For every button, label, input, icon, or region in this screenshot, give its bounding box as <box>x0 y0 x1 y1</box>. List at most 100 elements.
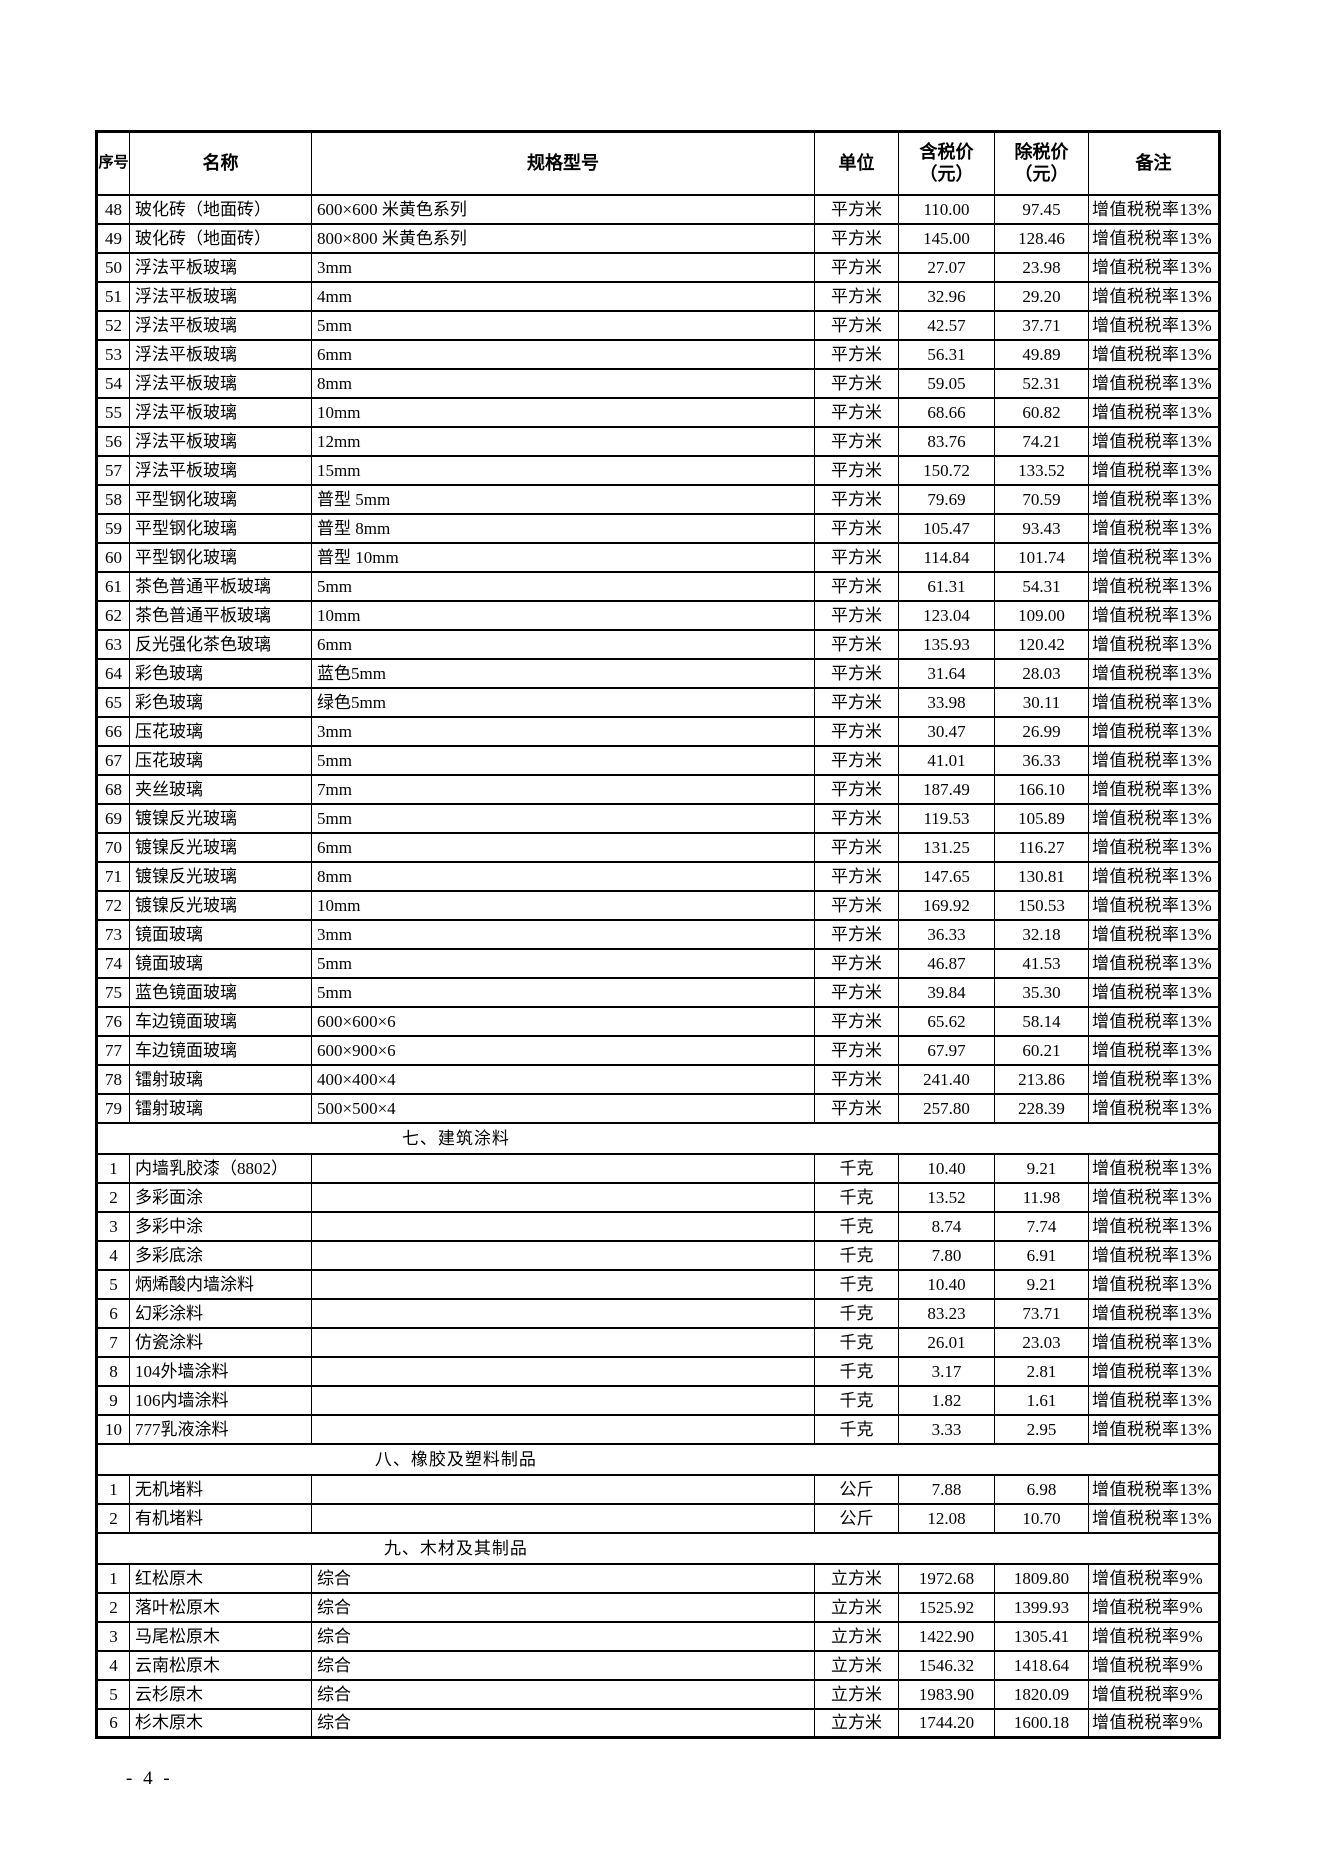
price-without-tax-cell: 70.59 <box>994 483 1089 515</box>
unit-cell: 平方米 <box>814 1005 899 1037</box>
price-with-tax-cell: 1546.32 <box>898 1649 995 1681</box>
unit-cell: 公斤 <box>814 1502 899 1534</box>
item-name-cell: 彩色玻璃 <box>129 657 312 689</box>
price-without-tax-cell: 60.21 <box>994 1034 1089 1066</box>
price-without-tax-cell: 7.74 <box>994 1210 1089 1242</box>
price-with-tax-cell: 10.40 <box>898 1152 995 1184</box>
price-with-tax-cell: 30.47 <box>898 715 995 747</box>
price-without-tax-cell: 58.14 <box>994 1005 1089 1037</box>
price-with-tax-cell: 123.04 <box>898 599 995 631</box>
table-row: 70 镀镍反光玻璃 6mm 平方米 131.25 116.27 增值税税率13% <box>96 831 1220 863</box>
unit-cell: 立方米 <box>814 1678 899 1710</box>
price-with-tax-cell: 1983.90 <box>898 1678 995 1710</box>
unit-cell: 千克 <box>814 1355 899 1387</box>
item-spec-cell: 800×800 米黄色系列 <box>311 222 815 254</box>
price-without-tax-cell: 11.98 <box>994 1181 1089 1213</box>
table-row: 64 彩色玻璃 蓝色5mm 平方米 31.64 28.03 增值税税率13% <box>96 657 1220 689</box>
remark-cell: 增值税税率13% <box>1088 976 1220 1008</box>
remark-cell: 增值税税率9% <box>1088 1707 1220 1739</box>
item-spec-cell: 10mm <box>311 889 815 921</box>
unit-cell: 平方米 <box>814 715 899 747</box>
remark-cell: 增值税税率13% <box>1088 1239 1220 1271</box>
item-name-cell: 云杉原木 <box>129 1678 312 1710</box>
unit-cell: 平方米 <box>814 338 899 370</box>
remark-cell: 增值税税率13% <box>1088 860 1220 892</box>
item-spec-cell <box>311 1239 815 1271</box>
unit-cell: 平方米 <box>814 773 899 805</box>
item-spec-cell <box>311 1502 815 1534</box>
price-with-tax-cell: 39.84 <box>898 976 995 1008</box>
unit-cell: 平方米 <box>814 947 899 979</box>
price-without-tax-cell: 32.18 <box>994 918 1089 950</box>
row-index-cell: 1 <box>96 1152 130 1184</box>
section-title: 七、建筑涂料 <box>96 1121 1220 1155</box>
item-spec-cell: 6mm <box>311 831 815 863</box>
item-name-cell: 压花玻璃 <box>129 715 312 747</box>
price-table-body: 48 玻化砖（地面砖） 600×600 米黄色系列 平方米 110.00 97.45 增值税… <box>96 193 1220 1739</box>
price-with-tax-cell: 13.52 <box>898 1181 995 1213</box>
item-name-cell: 玻化砖（地面砖） <box>129 193 312 225</box>
row-index-cell: 52 <box>96 309 130 341</box>
item-name-cell: 茶色普通平板玻璃 <box>129 570 312 602</box>
item-name-cell: 夹丝玻璃 <box>129 773 312 805</box>
row-index-cell: 74 <box>96 947 130 979</box>
remark-cell: 增值税税率13% <box>1088 425 1220 457</box>
price-without-tax-cell: 26.99 <box>994 715 1089 747</box>
remark-cell: 增值税税率13% <box>1088 1297 1220 1329</box>
row-index-cell: 76 <box>96 1005 130 1037</box>
unit-cell: 平方米 <box>814 396 899 428</box>
price-with-tax-cell: 135.93 <box>898 628 995 660</box>
price-without-tax-cell: 30.11 <box>994 686 1089 718</box>
section-title: 九、木材及其制品 <box>96 1531 1220 1565</box>
price-without-tax-cell: 109.00 <box>994 599 1089 631</box>
remark-cell: 增值税税率13% <box>1088 570 1220 602</box>
unit-cell: 平方米 <box>814 280 899 312</box>
price-without-tax-cell: 73.71 <box>994 1297 1089 1329</box>
remark-cell: 增值税税率13% <box>1088 454 1220 486</box>
table-row: 77 车边镜面玻璃 600×900×6 平方米 67.97 60.21 增值税税率13% <box>96 1034 1220 1066</box>
price-without-tax-cell: 130.81 <box>994 860 1089 892</box>
unit-cell: 平方米 <box>814 918 899 950</box>
price-with-tax-cell: 3.17 <box>898 1355 995 1387</box>
price-with-tax-cell: 10.40 <box>898 1268 995 1300</box>
item-name-cell: 镜面玻璃 <box>129 947 312 979</box>
unit-cell: 平方米 <box>814 686 899 718</box>
item-spec-cell: 600×600×6 <box>311 1005 815 1037</box>
remark-cell: 增值税税率13% <box>1088 1063 1220 1095</box>
table-row: 10 777乳液涂料 千克 3.33 2.95 增值税税率13% <box>96 1413 1220 1445</box>
remark-cell: 增值税税率13% <box>1088 802 1220 834</box>
item-name-cell: 平型钢化玻璃 <box>129 541 312 573</box>
price-with-tax-cell: 61.31 <box>898 570 995 602</box>
unit-cell: 立方米 <box>814 1562 899 1594</box>
remark-cell: 增值税税率13% <box>1088 1473 1220 1505</box>
table-row: 4 云南松原木 综合 立方米 1546.32 1418.64 增值税税率9% <box>96 1649 1220 1681</box>
item-spec-cell: 5mm <box>311 570 815 602</box>
price-with-tax-cell: 257.80 <box>898 1092 995 1124</box>
item-spec-cell <box>311 1473 815 1505</box>
remark-cell: 增值税税率13% <box>1088 1092 1220 1124</box>
item-spec-cell <box>311 1297 815 1329</box>
item-name-cell: 多彩中涂 <box>129 1210 312 1242</box>
price-with-tax-cell: 12.08 <box>898 1502 995 1534</box>
table-row: 54 浮法平板玻璃 8mm 平方米 59.05 52.31 增值税税率13% <box>96 367 1220 399</box>
unit-cell: 平方米 <box>814 425 899 457</box>
price-without-tax-cell: 10.70 <box>994 1502 1089 1534</box>
table-row: 1 红松原木 综合 立方米 1972.68 1809.80 增值税税率9% <box>96 1562 1220 1594</box>
row-index-cell: 5 <box>96 1678 130 1710</box>
item-name-cell: 仿瓷涂料 <box>129 1326 312 1358</box>
header-row: 序号 名称 规格型号 单位 含税价 （元） 除税价 （元） 备注 <box>96 130 1220 196</box>
item-spec-cell: 普型 10mm <box>311 541 815 573</box>
price-without-tax-cell: 1399.93 <box>994 1591 1089 1623</box>
unit-cell: 千克 <box>814 1210 899 1242</box>
item-spec-cell: 10mm <box>311 396 815 428</box>
item-spec-cell: 综合 <box>311 1707 815 1739</box>
price-with-tax-cell: 79.69 <box>898 483 995 515</box>
price-with-tax-cell: 110.00 <box>898 193 995 225</box>
row-index-cell: 9 <box>96 1384 130 1416</box>
remark-cell: 增值税税率13% <box>1088 396 1220 428</box>
remark-cell: 增值税税率13% <box>1088 918 1220 950</box>
remark-cell: 增值税税率13% <box>1088 1152 1220 1184</box>
price-without-tax-cell: 97.45 <box>994 193 1089 225</box>
remark-cell: 增值税税率13% <box>1088 831 1220 863</box>
table-row: 49 玻化砖（地面砖） 800×800 米黄色系列 平方米 145.00 128.46 增值… <box>96 222 1220 254</box>
